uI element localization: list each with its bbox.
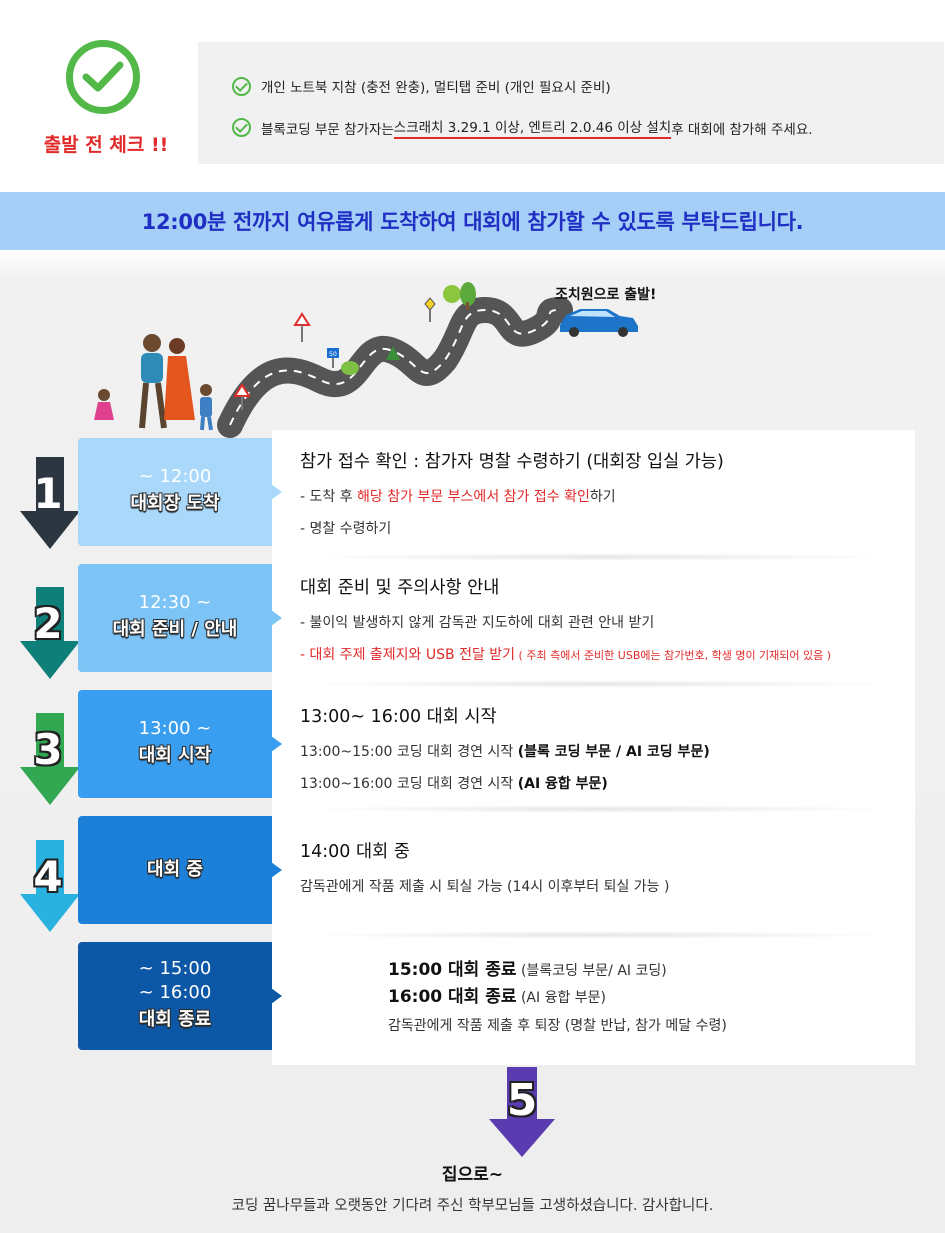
step-name: 대회장 도착 xyxy=(130,493,220,514)
divider xyxy=(300,805,900,813)
step-line: 16:00 대회 종료 (AI 융합 부문) xyxy=(388,987,607,1007)
check-icon xyxy=(232,76,251,96)
arrival-banner: 12:00분 전까지 여유롭게 도착하여 대회에 참가할 수 있도록 부탁드립니… xyxy=(0,192,945,250)
step-time: ~ 12:00 xyxy=(138,466,212,487)
tree-icon xyxy=(460,282,476,306)
step-3-content: 13:00~ 16:00 대회 시작 13:00~15:00 코딩 대회 경연 … xyxy=(300,703,710,806)
step-time: ~ 16:00 xyxy=(138,982,212,1003)
step-5-box: ~ 15:00 ~ 16:00 대회 종료 xyxy=(78,942,282,1050)
step-2-arrow-icon: 2 xyxy=(20,585,84,681)
step-4-arrow-icon: 4 xyxy=(20,838,84,934)
precheck-title: 출발 전 체크 !! xyxy=(43,134,169,156)
final-message: 코딩 꿈나무들과 오랫동안 기다려 주신 학부모님들 고생하셨습니다. 감사합니… xyxy=(231,1198,714,1214)
step-name: 대회 종료 xyxy=(138,1009,212,1030)
step-name: 대회 시작 xyxy=(138,745,212,766)
step-line: 13:00~15:00 코딩 대회 경연 시작 (블록 코딩 부문 / AI 코… xyxy=(300,744,710,760)
step-title: 14:00 대회 중 xyxy=(300,842,410,862)
step-line: 감독관에게 작품 제출 후 퇴장 (명찰 반납, 참가 메달 수령) xyxy=(388,1018,727,1034)
precheck-item: 개인 노트북 지참 (충전 완충), 멀티탭 준비 (개인 필요시 준비) xyxy=(232,76,611,96)
check-icon xyxy=(232,118,251,137)
step-title: 대회 준비 및 주의사항 안내 xyxy=(300,578,500,598)
step-name: 대회 준비 / 안내 xyxy=(112,619,238,640)
divider xyxy=(300,553,900,561)
step-name: 대회 중 xyxy=(147,859,203,880)
step-line: 감독관에게 작품 제출 시 퇴실 가능 (14시 이후부터 퇴실 가능 ) xyxy=(300,879,670,895)
step-line: 15:00 대회 종료 (블록코딩 부문/ AI 코딩) xyxy=(388,960,667,980)
road-trip-illustration: 50 xyxy=(94,282,638,438)
destination-label: 조치원으로 출발! xyxy=(555,287,657,303)
step-4-content: 14:00 대회 중 감독관에게 작품 제출 시 퇴실 가능 (14시 이후부터… xyxy=(300,838,669,909)
step-2-content: 대회 준비 및 주의사항 안내 - 불이익 발생하지 않게 감독관 지도하에 대… xyxy=(300,574,831,678)
step-4-box: 대회 중 xyxy=(78,816,282,924)
divider xyxy=(300,931,900,939)
speed-sign-icon xyxy=(327,348,339,358)
step-line: - 불이익 발생하지 않게 감독관 지도하에 대회 관련 안내 받기 xyxy=(300,615,655,631)
step-3-box: 13:00 ~ 대회 시작 xyxy=(78,690,282,798)
bush-icon xyxy=(341,361,359,375)
tree-icon xyxy=(443,285,461,303)
step-title: 참가 접수 확인 : 참가자 명찰 수령하기 (대회장 입실 가능) xyxy=(300,452,724,472)
step-1-box: ~ 12:00 대회장 도착 xyxy=(78,438,282,546)
step-1-content: 참가 접수 확인 : 참가자 명찰 수령하기 (대회장 입실 가능) - 도착 … xyxy=(300,448,724,551)
step-line: 13:00~16:00 코딩 대회 경연 시작 (AI 융합 부문) xyxy=(300,776,608,792)
step-line: - 명찰 수령하기 xyxy=(300,521,392,537)
tree-icon xyxy=(386,346,400,360)
precheck-list: 개인 노트북 지참 (충전 완충), 멀티탭 준비 (개인 필요시 준비) 블록… xyxy=(198,42,944,164)
road xyxy=(217,296,573,438)
step-title: 13:00~ 16:00 대회 시작 xyxy=(300,707,497,727)
precheck-item: 블록코딩 부문 참가자는 스크래치 3.29.1 이상, 엔트리 2.0.46 … xyxy=(232,116,813,139)
step-line: - 대회 주제 출제지와 USB 전달 받기 ( 주최 측에서 준비한 USB에… xyxy=(300,647,832,663)
step-3-arrow-icon: 3 xyxy=(20,711,84,807)
timeline-card xyxy=(272,430,915,1065)
step-time: 13:00 ~ xyxy=(138,718,212,739)
diamond-sign-icon xyxy=(424,297,436,311)
svg-text:50: 50 xyxy=(329,351,337,358)
step-time: 12:30 ~ xyxy=(138,592,212,613)
divider xyxy=(300,680,900,688)
step-1-arrow-icon: 1 xyxy=(20,455,84,551)
required-version-text: 스크래치 3.29.1 이상, 엔트리 2.0.46 이상 설치 xyxy=(393,116,672,139)
step-line: - 도착 후 해당 참가 부문 부스에서 참가 접수 확인하기 xyxy=(300,489,616,505)
family-icon xyxy=(94,334,213,431)
warning-sign-icon xyxy=(293,312,311,326)
check-circle-icon xyxy=(66,40,140,114)
precheck-section: 출발 전 체크 !! 개인 노트북 지참 (충전 완충), 멀티탭 준비 (개인… xyxy=(0,0,945,190)
step-5-content: 15:00 대회 종료 (블록코딩 부문/ AI 코딩) 16:00 대회 종료… xyxy=(388,960,727,1048)
step-time: ~ 15:00 xyxy=(138,958,212,979)
final-title: 집으로~ xyxy=(441,1165,504,1185)
step-2-box: 12:30 ~ 대회 준비 / 안내 xyxy=(78,564,282,672)
step-5-arrow-icon: 5 xyxy=(487,1065,557,1161)
car-icon xyxy=(560,309,638,337)
